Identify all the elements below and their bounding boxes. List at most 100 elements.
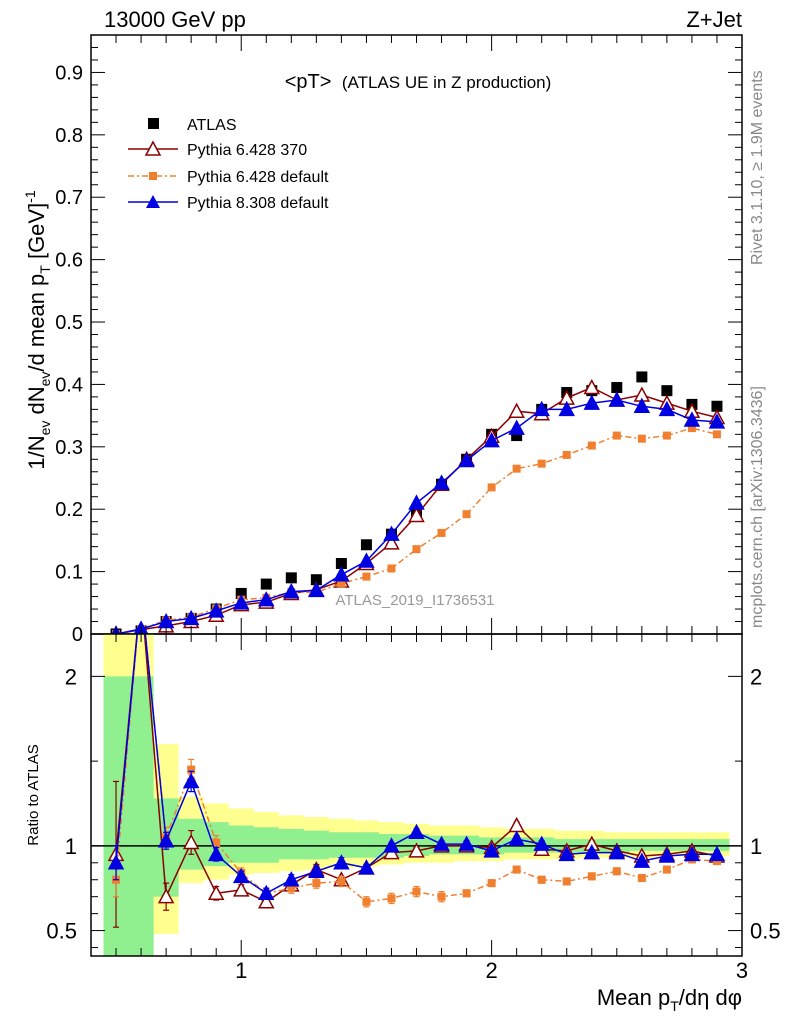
ratio-point-py8-default xyxy=(483,842,500,858)
main-y-tick-label: 0.1 xyxy=(55,562,83,584)
point-py8-default xyxy=(633,397,651,414)
ratio-y-tick-label-right: 2 xyxy=(750,664,762,689)
ratio-point-py6-default xyxy=(537,875,546,884)
ratio-point-py8-default xyxy=(633,852,651,868)
point-py6-default xyxy=(512,464,521,473)
ratio-point-py6-default xyxy=(587,872,596,881)
point-py8-default xyxy=(708,413,726,429)
chart-title-main: <pT> xyxy=(285,71,332,93)
ratio-y-tick-label: 1 xyxy=(65,834,77,859)
legend-label-atlas: ATLAS xyxy=(187,117,237,134)
ratio-point-py8-default xyxy=(433,835,450,851)
main-y-tick-label: 0 xyxy=(72,624,83,646)
point-py6-default xyxy=(412,545,421,554)
analysis-watermark: ATLAS_2019_I1736531 xyxy=(335,592,494,609)
ratio-series-py8-default xyxy=(107,585,726,901)
point-py8-default xyxy=(308,581,325,598)
ratio-point-py8-default xyxy=(333,854,350,870)
ratio-point-py8-default xyxy=(408,823,425,840)
point-py6-default xyxy=(437,528,446,537)
main-y-tick-label: 0.6 xyxy=(55,250,83,272)
ratio-point-py8-default xyxy=(508,830,525,846)
point-py8-default xyxy=(258,591,275,607)
ratio-panel: 0.5 0.5 1 1 2 2 1 2 3 Ratio to ATLAS Mean pT/dη… xyxy=(25,585,781,1014)
ratio-point-py6-default xyxy=(437,892,446,901)
uncertainty-band-yellow xyxy=(103,634,730,956)
ratio-point-py8-default xyxy=(683,845,701,862)
point-atlas xyxy=(335,557,347,569)
legend-item-pythia6-default: Pythia 6.428 default xyxy=(128,169,329,186)
ratio-y-tick-label-right: 0.5 xyxy=(750,919,781,944)
ratio-point-py8-default xyxy=(308,862,325,879)
point-atlas xyxy=(711,400,723,412)
ratio-point-py6-default xyxy=(487,879,496,888)
ratio-point-py6-370 xyxy=(232,881,250,897)
main-y-tick-label: 0.9 xyxy=(55,62,83,84)
legend-item-pythia6-370: Pythia 6.428 370 xyxy=(128,140,307,159)
point-py6-default xyxy=(387,564,396,573)
ratio-point-py8-default xyxy=(134,585,148,598)
ratio-y-tick-label: 0.5 xyxy=(46,919,77,944)
point-py6-default xyxy=(612,431,621,440)
point-py8-default xyxy=(483,431,500,448)
x-tick-label: 3 xyxy=(736,958,748,983)
ratio-frame xyxy=(90,633,743,957)
ratio-point-py6-default xyxy=(387,894,396,903)
ratio-point-py8-default xyxy=(182,772,200,789)
ratio-point-py8-default xyxy=(107,854,125,870)
ratio-point-py6-default xyxy=(187,765,196,774)
ratio-point-py6-default xyxy=(337,877,346,886)
series-py8-default xyxy=(111,391,726,634)
point-py6-default xyxy=(462,510,471,519)
point-py6-default xyxy=(587,441,596,450)
ratio-ticks xyxy=(90,634,743,956)
point-atlas xyxy=(285,572,297,584)
point-py8-default xyxy=(408,494,425,510)
legend-item-pythia8-default: Pythia 8.308 default xyxy=(128,195,329,212)
main-y-axis-label: 1/Nev dNev/d mean pT [GeV]-1 xyxy=(22,190,53,470)
ratio-point-py8-default xyxy=(458,835,475,851)
uncertainty-band-green xyxy=(103,676,730,956)
point-atlas xyxy=(235,587,247,599)
point-py8-default xyxy=(608,391,626,407)
ratio-point-py6-370 xyxy=(508,816,525,833)
point-atlas xyxy=(360,539,372,551)
main-y-tick-label: 0.8 xyxy=(55,125,83,147)
point-py8-default xyxy=(433,474,450,490)
main-panel: 0 0.1 0.2 0.3 0.4 0.5 0.6 0.7 0.8 0.9 <pT> (ATLAS… xyxy=(22,34,743,646)
ratio-point-py8-default xyxy=(658,847,676,863)
point-py6-default xyxy=(337,579,346,588)
ratio-point-py8-default xyxy=(383,837,400,853)
ratio-point-py6-default xyxy=(212,838,221,847)
point-py8-default xyxy=(533,400,550,417)
point-py6-default xyxy=(712,430,721,439)
point-py8-default xyxy=(358,552,375,568)
main-y-tick-label: 0.4 xyxy=(55,374,83,396)
point-py8-default xyxy=(383,525,400,541)
ratio-point-py6-370 xyxy=(408,842,425,858)
header-right: Z+Jet xyxy=(686,7,742,32)
ratio-plot-content xyxy=(91,585,742,956)
ratio-point-py6-default xyxy=(712,857,721,866)
ratio-y-axis-label: Ratio to ATLAS xyxy=(25,744,42,845)
point-py6-default xyxy=(687,424,696,433)
point-py8-default xyxy=(333,566,350,582)
point-py8-default xyxy=(558,400,575,417)
ratio-point-py8-default xyxy=(283,871,300,887)
point-py6-370 xyxy=(508,402,525,418)
legend-marker-pythia6-default xyxy=(149,172,157,180)
ratio-point-py8-default xyxy=(258,884,275,901)
ratio-point-py6-default xyxy=(637,874,646,883)
point-py8-default xyxy=(508,419,525,435)
legend-marker-pythia8-default xyxy=(146,195,160,208)
ratio-point-py6-default xyxy=(287,884,296,893)
ratio-point-py6-370 xyxy=(207,884,225,901)
ratio-y-tick-label: 2 xyxy=(65,664,77,689)
point-atlas xyxy=(310,574,322,586)
x-tick-labels: 1 2 3 xyxy=(235,958,748,983)
ratio-point-py6-default xyxy=(562,877,571,886)
ratio-point-py6-370 xyxy=(157,888,175,904)
main-y-tick-label: 0.3 xyxy=(55,437,83,459)
x-tick-label: 1 xyxy=(235,958,247,983)
